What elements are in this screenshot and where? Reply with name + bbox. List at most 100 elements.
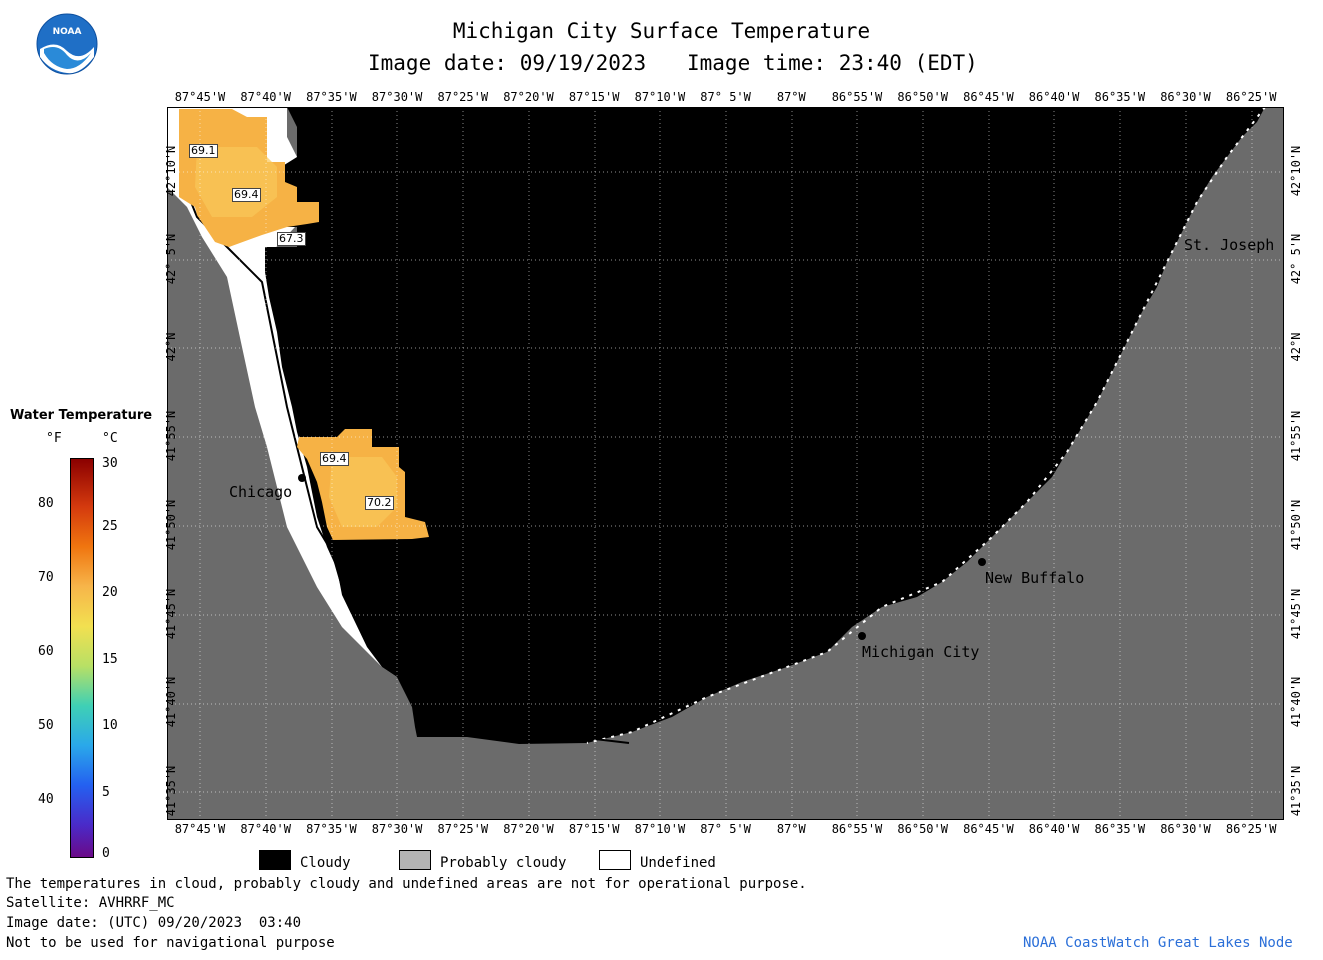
latitude-label: 41°50'N xyxy=(164,499,178,551)
longitude-label: 87°35'W xyxy=(306,90,357,104)
longitude-label: 86°50'W xyxy=(897,822,948,836)
noaa-logo-icon xyxy=(36,13,98,75)
longitude-label: 87°40'W xyxy=(240,822,291,836)
nav-warning-text: Not to be used for navigational purpose xyxy=(6,935,335,951)
temp-label: 69.1 xyxy=(189,144,218,158)
disclaimer-text: The temperatures in cloud, probably clou… xyxy=(6,876,807,892)
probably-cloudy-swatch xyxy=(399,850,431,870)
celsius-tick: 20 xyxy=(102,585,118,600)
latitude-label: 41°55'N xyxy=(164,410,178,462)
celsius-tick: 30 xyxy=(102,456,118,471)
new-buffalo-dot xyxy=(978,558,986,566)
longitude-label: 86°55'W xyxy=(831,90,883,104)
longitude-label: 87°35'W xyxy=(306,822,357,836)
longitude-label: 87°15'W xyxy=(568,822,620,836)
celsius-tick: 15 xyxy=(102,652,118,667)
longitude-label: 87° 5'W xyxy=(700,822,751,836)
temp-label: 67.3 xyxy=(277,232,306,246)
map-canvas xyxy=(167,106,1284,820)
satellite-text: Satellite: AVHRRF_MC xyxy=(6,895,175,911)
map-panel xyxy=(167,106,1284,820)
noaa-logo: NOAA xyxy=(36,13,98,75)
longitude-label: 87°30'W xyxy=(371,90,423,104)
cloudy-swatch xyxy=(259,850,291,870)
temp-label: 69.4 xyxy=(320,452,349,466)
longitude-label: 87°45'W xyxy=(174,90,226,104)
undefined-label: Undefined xyxy=(640,855,716,871)
longitude-label: 86°55'W xyxy=(831,822,883,836)
latitude-label: 42°N xyxy=(164,332,178,362)
fahrenheit-tick: 60 xyxy=(38,644,54,659)
longitude-label: 86°45'W xyxy=(963,90,1014,104)
probably-cloudy-label: Probably cloudy xyxy=(440,855,567,871)
longitude-label: 87°25'W xyxy=(437,822,489,836)
temp-label: 70.2 xyxy=(365,496,394,510)
city-label-chicago: Chicago xyxy=(229,483,293,501)
longitude-label: 87°25'W xyxy=(437,90,489,104)
legend-title: Water Temperature xyxy=(10,408,153,423)
longitude-label: 86°30'W xyxy=(1160,822,1211,836)
longitude-label: 86°40'W xyxy=(1028,822,1080,836)
page-title: Michigan City Surface Temperature xyxy=(452,19,871,43)
longitude-label: 87°W xyxy=(776,822,806,836)
credit-text: NOAA CoastWatch Great Lakes Node xyxy=(1023,935,1293,951)
longitude-label: 87°45'W xyxy=(174,822,226,836)
longitude-label: 87°20'W xyxy=(503,90,554,104)
fahrenheit-tick: 50 xyxy=(38,718,54,733)
latitude-label: 41°35'N xyxy=(164,765,178,817)
latitude-label: 41°55'N xyxy=(1289,410,1303,462)
logo-text: NOAA xyxy=(52,27,82,37)
latitude-label: 41°45'N xyxy=(164,588,178,640)
city-label-new-buffalo: New Buffalo xyxy=(985,569,1085,587)
cloudy-area xyxy=(265,107,1265,744)
chicago-dot xyxy=(298,474,306,482)
longitude-label: 87°40'W xyxy=(240,90,291,104)
cloudy-label: Cloudy xyxy=(300,855,351,871)
legend-unit-c: °C xyxy=(102,431,118,446)
longitude-label: 87° 5'W xyxy=(700,90,751,104)
map-frame xyxy=(167,107,1284,820)
city-label-michigan-city: Michigan City xyxy=(862,643,980,661)
longitude-label: 86°30'W xyxy=(1160,90,1211,104)
shoreline-west xyxy=(180,176,630,744)
latitude-label: 41°40'N xyxy=(164,676,178,728)
celsius-tick: 5 xyxy=(102,785,110,800)
longitude-label: 86°25'W xyxy=(1225,90,1277,104)
latitude-label: 42° 5'N xyxy=(164,233,178,285)
image-date: Image date: 09/19/2023 xyxy=(368,51,647,75)
longitude-label: 86°45'W xyxy=(963,822,1014,836)
legend-unit-f: °F xyxy=(46,431,62,446)
longitude-label: 87°20'W xyxy=(503,822,554,836)
fahrenheit-tick: 80 xyxy=(38,496,54,511)
longitude-label: 87°10'W xyxy=(634,90,686,104)
fahrenheit-tick: 40 xyxy=(38,792,54,807)
longitude-label: 87°15'W xyxy=(568,90,620,104)
michigan-city-dot xyxy=(858,632,866,640)
celsius-tick: 10 xyxy=(102,718,118,733)
celsius-tick: 0 xyxy=(102,846,110,861)
celsius-tick: 25 xyxy=(102,519,118,534)
latitude-label: 41°40'N xyxy=(1289,676,1303,728)
longitude-label: 86°40'W xyxy=(1028,90,1080,104)
color-scale-bar xyxy=(70,458,94,858)
latitude-label: 41°45'N xyxy=(1289,588,1303,640)
latitude-label: 42°10'N xyxy=(1289,145,1303,197)
image-time: Image time: 23:40 (EDT) xyxy=(687,51,978,75)
fahrenheit-tick: 70 xyxy=(38,570,54,585)
longitude-label: 87°W xyxy=(776,90,806,104)
undefined-swatch xyxy=(599,850,631,870)
latitude-label: 42°10'N xyxy=(164,145,178,197)
latitude-label: 42° 5'N xyxy=(1289,233,1303,285)
longitude-label: 87°10'W xyxy=(634,822,686,836)
longitude-label: 86°50'W xyxy=(897,90,948,104)
latitude-label: 42°N xyxy=(1289,332,1303,362)
temp-label: 69.4 xyxy=(232,188,261,202)
longitude-label: 86°35'W xyxy=(1094,90,1146,104)
shoreline-edge xyxy=(586,106,1266,744)
city-label-st-joseph: St. Joseph xyxy=(1184,236,1275,254)
utc-date-text: Image date: (UTC) 09/20/2023 03:40 xyxy=(6,915,302,931)
latitude-label: 41°50'N xyxy=(1289,499,1303,551)
latitude-label: 41°35'N xyxy=(1289,765,1303,817)
longitude-label: 87°30'W xyxy=(371,822,423,836)
longitude-label: 86°25'W xyxy=(1225,822,1277,836)
